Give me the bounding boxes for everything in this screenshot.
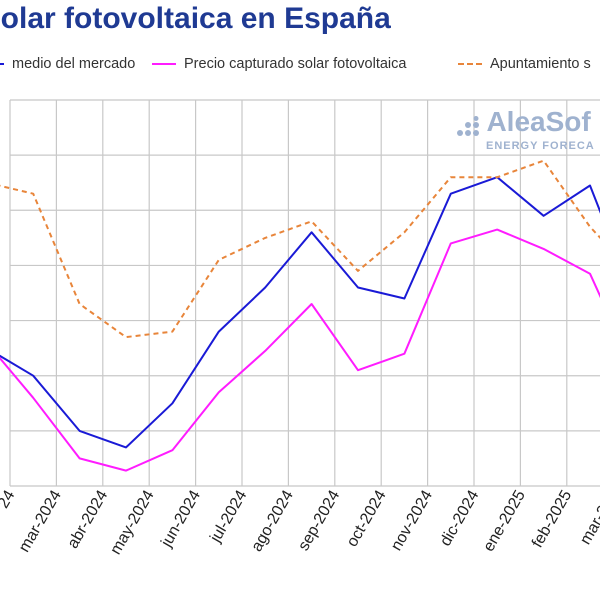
- legend-swatch-market-price: [0, 63, 4, 65]
- series-line-1: [0, 228, 600, 472]
- x-tick-label: ago-2024: [248, 487, 297, 554]
- logo-dots-icon: [457, 115, 479, 136]
- x-tick-label: may-2024: [107, 487, 157, 557]
- legend-swatch-apuntamiento: [458, 63, 482, 65]
- logo-tagline: ENERGY FORECA: [486, 139, 595, 152]
- legend-item-solar-captured-price: Precio capturado solar fotovoltaica: [152, 56, 406, 72]
- x-tick-label: abr-2024: [65, 487, 112, 551]
- logo-name: AleaSof: [486, 108, 591, 137]
- chart-title: solar fotovoltaica en España: [0, 2, 391, 35]
- legend-swatch-solar-captured-price: [152, 63, 176, 65]
- x-tick-label: dic-2024: [437, 487, 482, 549]
- x-tick-label: nov-2024: [388, 487, 436, 553]
- aleasoft-logo: AleaSof ENERGY FORECA: [456, 108, 600, 152]
- legend: medio del mercado Precio capturado solar…: [0, 56, 600, 80]
- legend-label-apuntamiento: Apuntamiento s: [490, 56, 591, 72]
- x-tick-label: feb-2025: [529, 487, 575, 550]
- x-tick-label: mar-202: [577, 487, 600, 547]
- legend-item-market-price: medio del mercado: [0, 56, 135, 72]
- legend-item-apuntamiento: Apuntamiento s: [458, 56, 591, 72]
- legend-label-solar-captured-price: Precio capturado solar fotovoltaica: [184, 56, 407, 72]
- x-tick-label: mar-2024: [16, 487, 65, 555]
- x-tick-label: 24: [0, 487, 19, 511]
- x-tick-label: oct-2024: [344, 487, 390, 550]
- series-line-0: [0, 176, 600, 449]
- x-tick-label: sep-2024: [295, 487, 343, 553]
- x-tick-label: ene-2025: [480, 487, 529, 554]
- legend-label-market-price: medio del mercado: [12, 56, 136, 72]
- x-tick-label: jun-2024: [158, 487, 204, 550]
- x-tick-label: jul-2024: [207, 487, 251, 546]
